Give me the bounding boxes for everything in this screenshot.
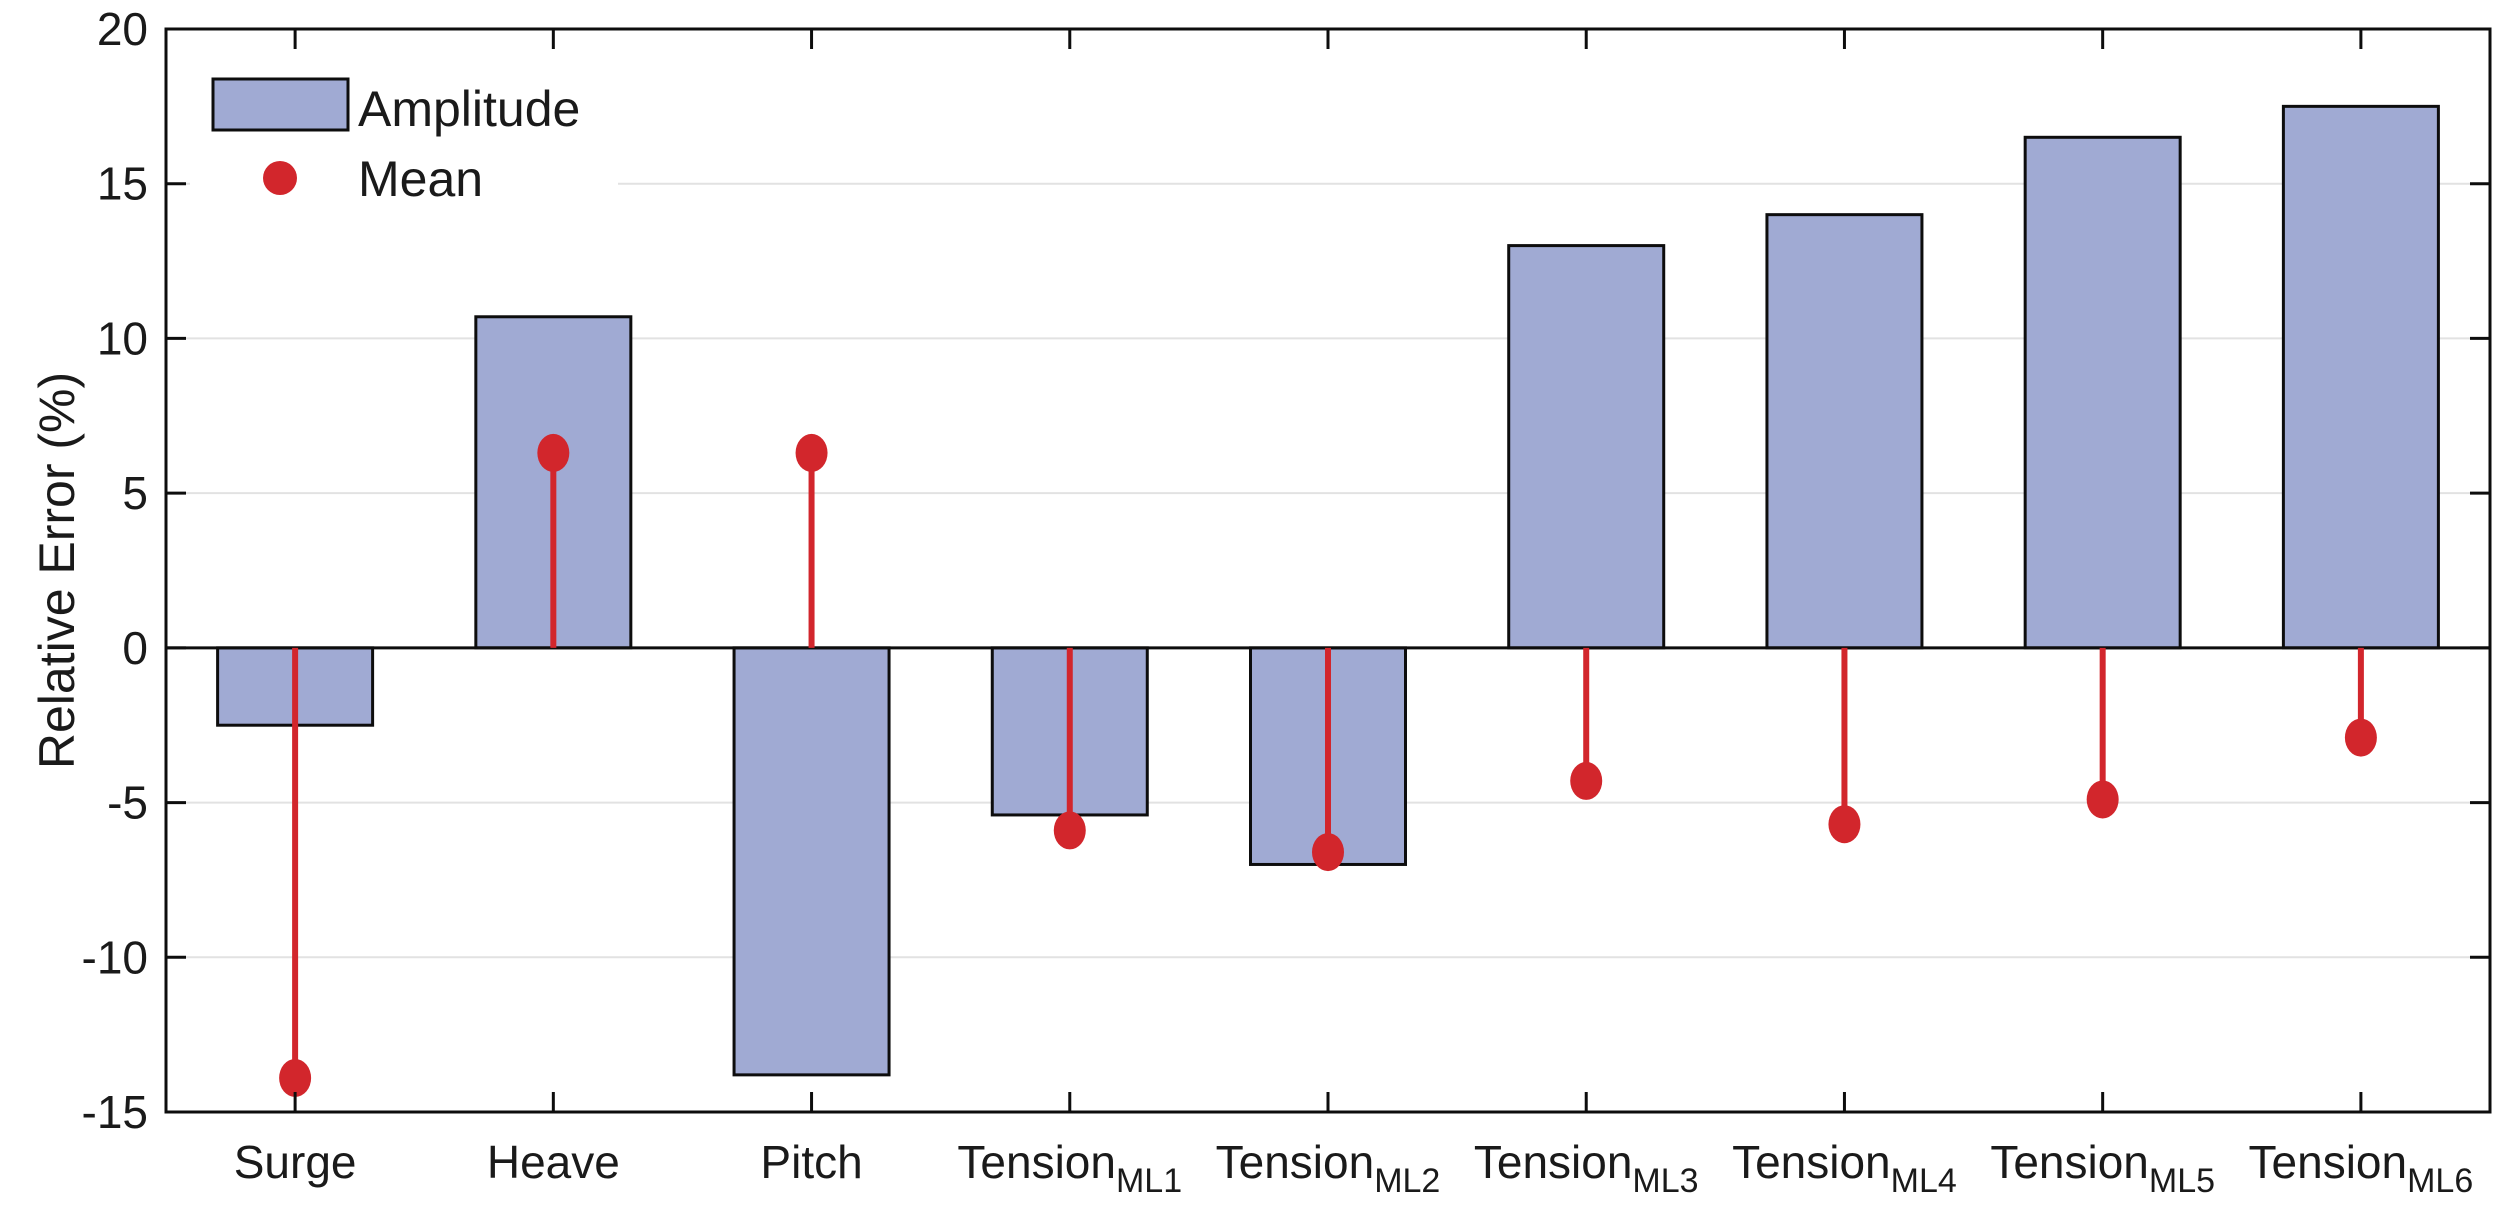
mean-dot-surge	[279, 1058, 312, 1097]
mean-dot-tensionml2	[1312, 833, 1344, 872]
category-text: Pitch	[760, 1136, 862, 1188]
category-text: Heave	[487, 1136, 620, 1188]
y-tick-label-5: 5	[122, 467, 148, 519]
y-tick-labels: 20 15 10 5 0 -5 -10 -15	[82, 3, 148, 1138]
category-text: Tension	[2249, 1136, 2408, 1188]
category-text: Tension	[1216, 1136, 1375, 1188]
x-category-label-0: Surge	[234, 1136, 357, 1188]
category-text: Tension	[1990, 1136, 2149, 1188]
x-category-label-4: TensionML2	[1216, 1136, 1441, 1200]
amplitude-bar-tensionml4	[1765, 213, 1924, 650]
amplitude-bar-tensionml6	[2281, 104, 2440, 650]
category-subscript: ML2	[1374, 1162, 1440, 1200]
legend-amplitude-label: Amplitude	[358, 81, 580, 137]
x-category-labels: Surge Heave Pitch TensionML1 TensionML2 Tensi…	[234, 1136, 2474, 1200]
amplitude-bar-tensionml5	[2023, 135, 2182, 650]
y-tick-label-0: 0	[122, 622, 148, 674]
category-subscript: ML1	[1116, 1162, 1182, 1200]
legend-mean-dot-icon	[263, 161, 297, 195]
mean-stems	[279, 433, 2377, 1097]
category-text: Tension	[957, 1136, 1116, 1188]
category-text: Surge	[234, 1136, 357, 1188]
x-category-label-8: TensionML6	[2249, 1136, 2474, 1200]
category-subscript: ML3	[1632, 1162, 1698, 1200]
x-category-label-2: Pitch	[760, 1136, 862, 1188]
legend: Amplitude Mean	[190, 56, 618, 212]
x-category-label-3: TensionML1	[957, 1136, 1182, 1200]
category-text: Tension	[1474, 1136, 1633, 1188]
y-tick-label--15: -15	[82, 1086, 148, 1138]
y-axis-label: Relative Error (%)	[29, 372, 85, 769]
mean-dot-tensionml6	[2344, 718, 2377, 757]
tick-marks	[166, 27, 2490, 1114]
legend-amplitude-swatch	[211, 77, 350, 132]
category-subscript: ML5	[2149, 1162, 2215, 1200]
category-subscript: ML6	[2407, 1162, 2473, 1200]
y-tick-label-10: 10	[97, 312, 148, 364]
y-tick-label--10: -10	[82, 931, 148, 983]
mean-dot-tensionml4	[1828, 805, 1861, 844]
mean-dot-pitch	[795, 433, 828, 472]
amplitude-bar-pitch	[732, 646, 891, 1077]
y-tick-label--5: -5	[107, 777, 148, 829]
category-text: Tension	[1732, 1136, 1891, 1188]
x-category-label-5: TensionML3	[1474, 1136, 1699, 1200]
x-category-label-1: Heave	[487, 1136, 620, 1188]
y-tick-label-20: 20	[97, 3, 148, 55]
mean-dot-tensionml5	[2086, 780, 2119, 819]
y-tick-label-15: 15	[97, 158, 148, 210]
mean-dot-tensionml1	[1053, 811, 1086, 850]
mean-dot-heave	[537, 433, 570, 472]
x-category-label-6: TensionML4	[1732, 1136, 1957, 1200]
x-category-label-7: TensionML5	[1990, 1136, 2215, 1200]
legend-mean-label: Mean	[358, 151, 483, 207]
category-subscript: ML4	[1891, 1162, 1957, 1200]
mean-dot-tensionml3	[1570, 761, 1603, 800]
amplitude-bar-tensionml3	[1507, 244, 1666, 650]
